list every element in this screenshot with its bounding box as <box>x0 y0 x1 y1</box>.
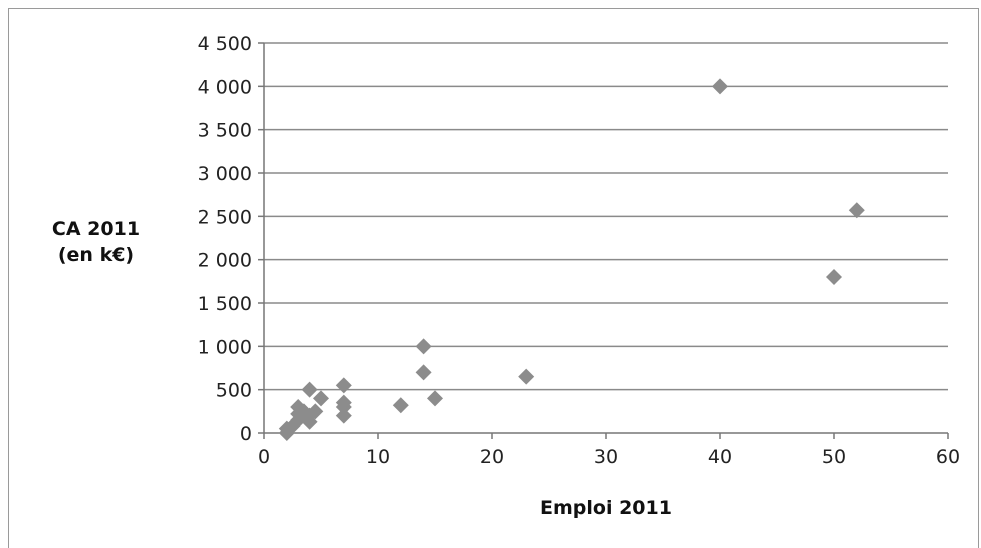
data-point-marker <box>392 397 409 414</box>
y-tick-label: 1 000 <box>198 336 252 358</box>
y-tick-label: 2 000 <box>198 250 252 272</box>
y-tick-label: 3 500 <box>198 120 252 142</box>
data-point-marker <box>427 390 443 407</box>
x-tick-label: 20 <box>480 446 504 468</box>
gridlines <box>258 42 949 439</box>
data-point-marker <box>826 269 842 285</box>
data-point-marker <box>518 368 535 385</box>
data-point-marker <box>313 390 329 407</box>
x-tick-labels: 0 10 20 30 40 50 60 <box>258 446 960 468</box>
y-axis-title-line1: CA 2011 <box>52 218 140 240</box>
axes <box>263 43 948 434</box>
x-tick-label: 40 <box>708 446 732 468</box>
x-axis-title: Emploi 2011 <box>540 497 672 519</box>
chart-frame <box>8 8 979 548</box>
data-point-marker <box>335 407 352 424</box>
data-point-marker <box>307 403 324 420</box>
data-point-marker <box>335 394 352 411</box>
data-point-marker <box>848 202 865 219</box>
data-point-marker <box>301 381 318 398</box>
x-tick-label: 50 <box>822 446 846 468</box>
x-tick-label: 0 <box>258 446 270 468</box>
y-tick-label: 4 500 <box>198 33 252 55</box>
y-tick-label: 2 500 <box>198 206 252 228</box>
x-tick-label: 30 <box>594 446 618 468</box>
x-tick-label: 60 <box>936 446 960 468</box>
data-point-marker <box>415 338 432 355</box>
x-tick-label: 10 <box>366 446 390 468</box>
y-axis-title-line2: (en k€) <box>58 244 134 266</box>
data-point-marker <box>335 377 352 394</box>
data-point-marker <box>712 78 728 95</box>
y-tick-label: 1 500 <box>198 293 252 315</box>
y-tick-label: 0 <box>240 423 252 445</box>
y-tick-labels: 0 500 1 000 1 500 2 000 2 500 3 000 3 500 4 000 4… <box>198 33 252 445</box>
y-tick-label: 500 <box>216 380 252 402</box>
y-tick-label: 4 000 <box>198 76 252 98</box>
y-tick-label: 3 000 <box>198 163 252 185</box>
data-points <box>278 78 865 441</box>
data-point-marker <box>415 364 432 381</box>
